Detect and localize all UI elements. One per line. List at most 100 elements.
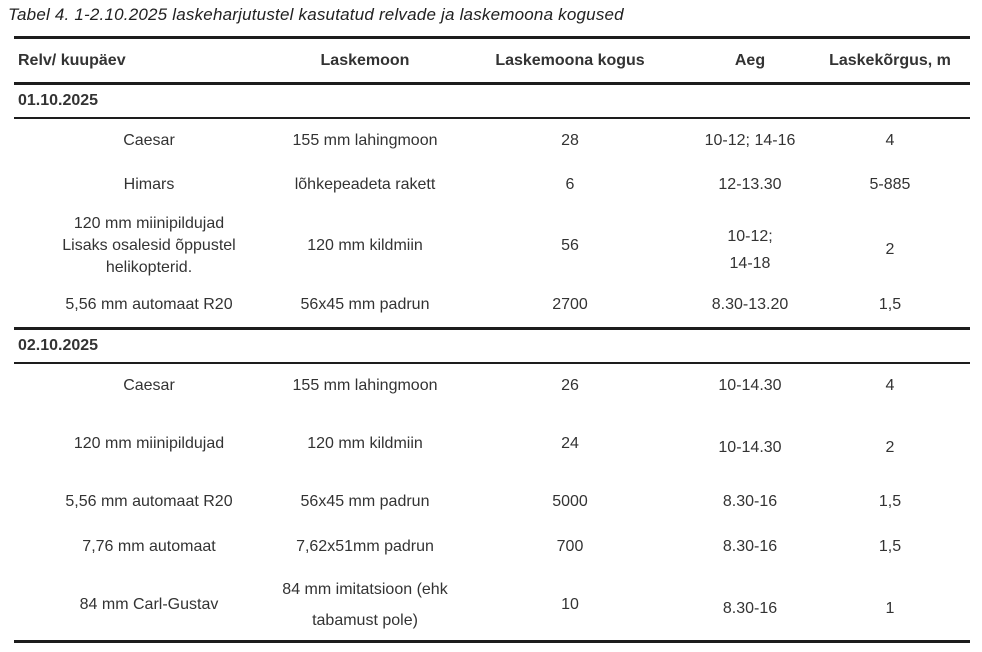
cell-relv: Himars [14, 163, 280, 208]
cell-aeg: 12-13.30 [690, 163, 810, 208]
cell-kogus: 5000 [450, 480, 690, 525]
cell-text: Caesar [123, 376, 175, 394]
cell-text: helikopterid. [105, 258, 193, 276]
cell-text: 10-12; 14-16 [704, 131, 796, 149]
cell-laskemoon: 155 mm lahingmoon [280, 118, 450, 163]
cell-aeg: 10-12; 14-16 [690, 118, 810, 163]
col-header-laskemoon: Laskemoon [280, 37, 450, 85]
table-row: 7,76 mm automaat 7,62x51mm padrun 700 8.30-… [14, 525, 970, 570]
cell-korgus: 1,5 [810, 284, 970, 329]
cell-text: lõhkepeadeta rakett [294, 176, 436, 193]
cell-korgus: 4 [810, 118, 970, 163]
cell-text: 120 mm miinipildujad [73, 434, 225, 452]
cell-text: 8.30-13.20 [711, 296, 789, 314]
cell-kogus: 10 [450, 570, 690, 642]
cell-laskemoon: 7,62x51mm padrun [280, 525, 450, 570]
cell-text: 7,76 mm automaat [82, 538, 216, 555]
cell-text: 84 mm imitatsioon (ehk [282, 580, 448, 598]
cell-text: 84 mm Carl-Gustav [79, 595, 219, 613]
cell-text: 1 [885, 600, 895, 618]
cell-relv: 5,56 mm automaat R20 [14, 480, 280, 525]
cell-text: 120 mm miinipildujad [73, 214, 225, 232]
cell-text: 10-14.30 [718, 376, 782, 394]
cell-kogus: 700 [450, 525, 690, 570]
table-row: 84 mm Carl-Gustav 84 mm imitatsioon (ehk t… [14, 570, 970, 642]
cell-text: 1,5 [878, 296, 902, 314]
cell-text: 26 [561, 376, 579, 394]
cell-relv: 120 mm miinipildujad [14, 408, 280, 480]
table-row: Caesar 155 mm lahingmoon 28 10-12; 14-16 4 [14, 118, 970, 163]
cell-text: 4 [885, 131, 895, 149]
cell-text: 5000 [552, 493, 588, 510]
cell-text: 1,5 [878, 493, 902, 510]
cell-text: 10-14.30 [718, 439, 782, 456]
col-header-laskemoona-kogus: Laskemoona kogus [450, 37, 690, 85]
cell-text: 700 [556, 538, 584, 555]
cell-text: 120 mm kildmiin [307, 434, 423, 452]
cell-laskemoon: 120 mm kildmiin [280, 208, 450, 284]
table-row: 120 mm miinipildujad 120 mm kildmiin 24 10-… [14, 408, 970, 480]
cell-kogus: 56 [450, 208, 690, 284]
cell-text: 14-18 [729, 255, 771, 272]
cell-text: 155 mm lahingmoon [292, 131, 438, 149]
cell-korgus: 2 [810, 208, 970, 284]
col-header-aeg: Aeg [690, 37, 810, 85]
col-header-relv-kuupaev: Relv/ kuupäev [14, 37, 280, 85]
cell-text: 2700 [552, 296, 588, 314]
table-row: Himars lõhkepeadeta rakett 6 12-13.30 5-885 [14, 163, 970, 208]
cell-laskemoon: 120 mm kildmiin [280, 408, 450, 480]
cell-korgus: 1,5 [810, 480, 970, 525]
cell-text: tabamust pole) [312, 611, 418, 629]
cell-relv: Caesar [14, 118, 280, 163]
cell-text: 2 [885, 241, 895, 258]
cell-aeg: 8.30-16 [690, 480, 810, 525]
cell-relv: Caesar [14, 363, 280, 408]
cell-korgus: 1 [810, 570, 970, 642]
cell-text: 56x45 mm padrun [300, 493, 430, 510]
section-date-row: 01.10.2025 [14, 82, 970, 119]
cell-relv: 7,76 mm automaat [14, 525, 280, 570]
cell-laskemoon: 155 mm lahingmoon [280, 363, 450, 408]
table-caption: Tabel 4. 1-2.10.2025 laskeharjutustel ka… [8, 5, 624, 24]
cell-relv: 120 mm miinipildujad Lisaks osalesid õppu… [14, 208, 280, 284]
cell-aeg: 8.30-16 [690, 570, 810, 642]
cell-text: Lisaks osalesid õppustel [62, 236, 236, 254]
cell-text: 24 [561, 434, 579, 452]
header-row: Relv/ kuupäev Laskemoon Laskemoona kogus… [14, 37, 970, 85]
table-body: 01.10.2025 Caesar 155 mm lahingmoon 28 10-12… [14, 82, 970, 642]
cell-korgus: 1,5 [810, 525, 970, 570]
table-row: 5,56 mm automaat R20 56x45 mm padrun 5000 8… [14, 480, 970, 525]
cell-text: 5,56 mm automaat R20 [65, 296, 233, 314]
cell-text: 1,5 [878, 538, 902, 555]
cell-aeg: 10-14.30 [690, 363, 810, 408]
cell-text: 8.30-16 [722, 493, 778, 510]
cell-text: 4 [885, 376, 895, 394]
cell-korgus: 4 [810, 363, 970, 408]
cell-kogus: 24 [450, 408, 690, 480]
cell-laskemoon: 84 mm imitatsioon (ehk tabamust pole) [280, 570, 450, 642]
cell-text: 8.30-16 [722, 538, 778, 555]
cell-korgus: 5-885 [810, 163, 970, 208]
col-header-laskekorgus: Laskekõrgus, m [810, 37, 970, 85]
table-row: 120 mm miinipildujad Lisaks osalesid õppu… [14, 208, 970, 284]
cell-aeg: 10-12; 14-18 [690, 208, 810, 284]
cell-relv: 5,56 mm automaat R20 [14, 284, 280, 329]
section-date: 02.10.2025 [14, 327, 970, 364]
cell-text: 6 [565, 176, 575, 193]
cell-laskemoon: 56x45 mm padrun [280, 284, 450, 329]
cell-kogus: 26 [450, 363, 690, 408]
cell-kogus: 2700 [450, 284, 690, 329]
cell-text: 7,62x51mm padrun [296, 538, 434, 555]
cell-text: 10-12; [727, 228, 773, 245]
table-row: Caesar 155 mm lahingmoon 26 10-14.30 4 [14, 363, 970, 408]
cell-text: 12-13.30 [718, 176, 782, 193]
cell-text: 5,56 mm automaat R20 [65, 493, 233, 510]
table-head: Relv/ kuupäev Laskemoon Laskemoona kogus… [14, 37, 970, 85]
cell-aeg: 10-14.30 [690, 408, 810, 480]
cell-text: 56 [561, 236, 579, 254]
cell-text: 2 [885, 439, 895, 456]
cell-text: 5-885 [869, 176, 911, 193]
cell-text: 10 [561, 595, 579, 613]
cell-text: Himars [123, 176, 175, 193]
